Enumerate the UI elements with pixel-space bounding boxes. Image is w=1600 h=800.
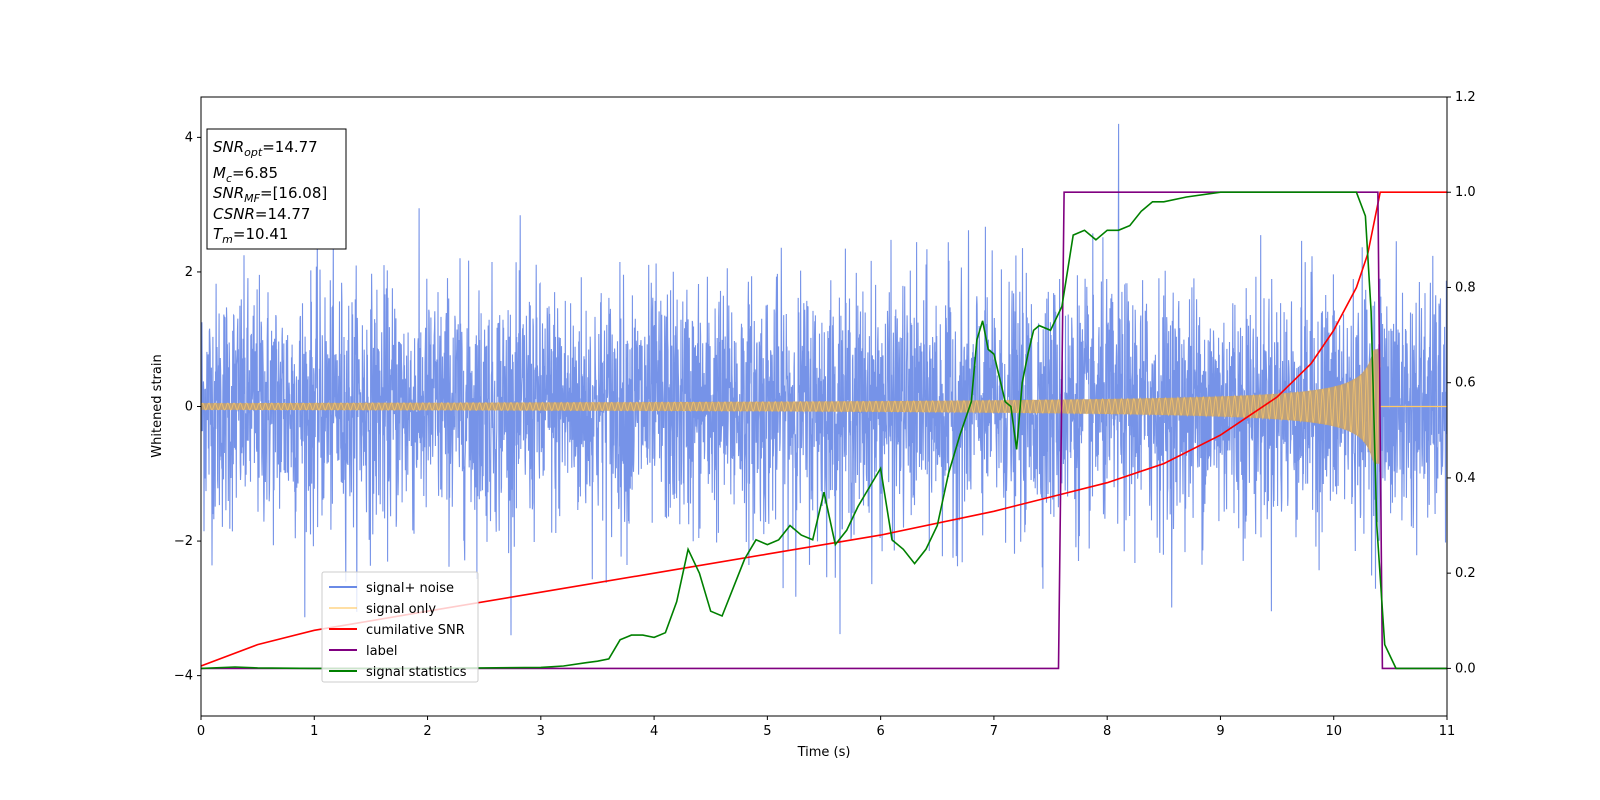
x-tick-label: 5 (763, 724, 771, 739)
annotation-box: SNRopt=14.77 Mc=6.85SNRMF=[16.08]CSNR=14.… (206, 128, 347, 250)
legend-label: signal only (366, 602, 436, 617)
plot-area (201, 123, 1447, 670)
series-signal-noise (201, 123, 1447, 636)
x-tick-label: 2 (423, 724, 431, 739)
x-tick-label: 4 (650, 724, 658, 739)
annotation-line: CSNR=14.77 (213, 205, 310, 223)
y-tick-label: 4 (185, 130, 193, 145)
x-tick-label: 0 (197, 724, 205, 739)
y-tick-label: −2 (174, 534, 193, 549)
annotation-line: Tm=10.41 (213, 225, 288, 246)
annotation-line: Mc=6.85 (213, 164, 278, 185)
y-right-tick-label: 0.4 (1455, 471, 1476, 486)
legend-label: signal+ noise (366, 581, 454, 596)
y-right-tick-label: 1.0 (1455, 185, 1476, 200)
legend-label: label (366, 644, 397, 659)
y-axis-label: Whitened strain (150, 354, 165, 457)
y-tick-label: 2 (185, 265, 193, 280)
annotation-line: SNRMF=[16.08] (213, 184, 327, 205)
x-tick-label: 8 (1103, 724, 1111, 739)
y-right-tick-label: 0.2 (1455, 566, 1476, 581)
series-signal-only-envelope (201, 349, 1381, 464)
y-right-tick-label: 1.2 (1455, 90, 1476, 105)
x-tick-label: 1 (310, 724, 318, 739)
y-right-tick-label: 0.6 (1455, 376, 1476, 391)
legend-label: signal statistics (366, 665, 467, 680)
axes-ticks: 0 1 2 3 4 5 6 7 8 9 10 11 −4 −2 0 2 4 0.0 0.2 0.4 0.6 0.8 1.0 1… (174, 90, 1476, 739)
x-tick-label: 11 (1439, 724, 1456, 739)
y-right-tick-label: 0.0 (1455, 661, 1476, 676)
series-signal-only (201, 350, 1381, 463)
x-axis-label: Time (s) (797, 745, 851, 760)
x-tick-label: 9 (1216, 724, 1224, 739)
y-tick-label: −4 (174, 669, 193, 684)
x-tick-label: 6 (876, 724, 884, 739)
x-tick-label: 10 (1325, 724, 1342, 739)
annotation-line: SNRopt=14.77 (213, 138, 318, 159)
series-signal-statistics (201, 191, 1447, 670)
legend: signal+ noise signal only cumilative SNR la… (321, 571, 479, 683)
x-tick-label: 7 (990, 724, 998, 739)
legend-label: cumilative SNR (366, 623, 465, 638)
y-right-tick-label: 0.8 (1455, 280, 1476, 295)
y-tick-label: 0 (185, 400, 193, 415)
x-tick-label: 3 (537, 724, 545, 739)
